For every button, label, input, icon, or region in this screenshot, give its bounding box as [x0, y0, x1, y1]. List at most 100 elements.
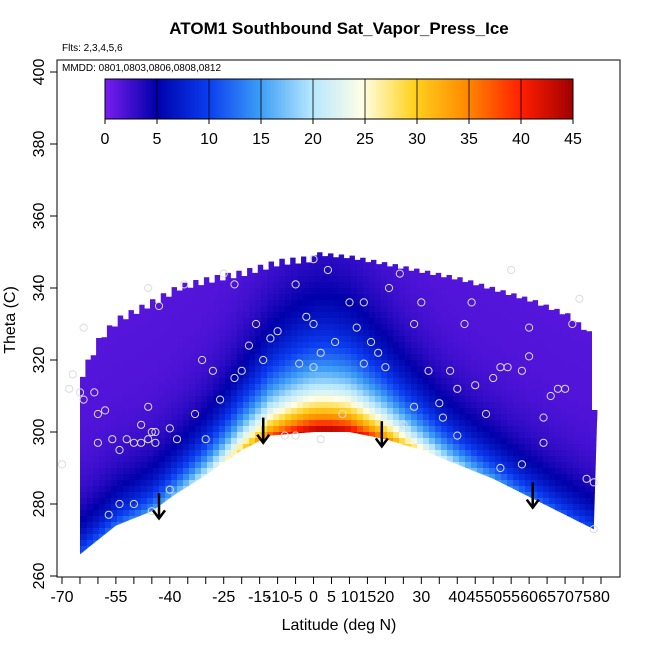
heatmap-cell [369, 426, 376, 433]
heatmap-cell [171, 516, 178, 523]
heatmap-cell [243, 396, 250, 403]
heatmap-cell [147, 150, 154, 157]
heatmap-cell [309, 498, 316, 505]
heatmap-cell [237, 216, 244, 223]
heatmap-cell [105, 264, 112, 271]
heatmap-cell [267, 270, 274, 277]
heatmap-cell [249, 180, 256, 187]
heatmap-cell [213, 420, 220, 427]
heatmap-cell [249, 546, 256, 553]
heatmap-cell [81, 300, 88, 307]
heatmap-cell [111, 324, 118, 331]
heatmap-cell [333, 156, 340, 163]
heatmap-cell [357, 552, 364, 555]
heatmap-cell [267, 168, 274, 175]
heatmap-cell [81, 162, 88, 169]
heatmap-cell [369, 486, 376, 493]
heatmap-cell [117, 300, 124, 307]
heatmap-cell [369, 180, 376, 187]
heatmap-cell [219, 144, 226, 151]
heatmap-cell [351, 402, 358, 409]
heatmap-cell [267, 516, 274, 523]
heatmap-cell [387, 150, 394, 157]
heatmap-cell [189, 570, 196, 577]
heatmap-cell [249, 420, 256, 427]
heatmap-cell [141, 414, 148, 421]
heatmap-cell [309, 528, 316, 535]
heatmap-cell [333, 408, 340, 415]
heatmap-cell [327, 360, 334, 367]
heatmap-cell [327, 252, 334, 253]
heatmap-cell [291, 150, 298, 157]
heatmap-cell [177, 504, 184, 511]
heatmap-cell [69, 522, 76, 529]
heatmap-cell [207, 420, 214, 427]
heatmap-cell [99, 534, 106, 541]
heatmap-cell [357, 558, 364, 565]
heatmap-cell [129, 132, 136, 139]
heatmap-cell [99, 432, 106, 439]
heatmap-cell [363, 360, 370, 367]
heatmap-cell [105, 366, 112, 373]
heatmap-cell [369, 516, 376, 523]
heatmap-cell [231, 384, 238, 391]
heatmap-cell [147, 216, 154, 223]
heatmap-cell [387, 198, 394, 205]
heatmap-cell [393, 360, 400, 367]
heatmap-cell [255, 366, 262, 373]
heatmap-cell [213, 474, 220, 481]
heatmap-cell [63, 492, 70, 499]
heatmap-cell [357, 174, 364, 181]
heatmap-cell [303, 240, 310, 247]
heatmap-cell [393, 126, 400, 133]
heatmap-cell [387, 312, 394, 319]
heatmap-cell [207, 276, 214, 283]
heatmap-cell [57, 258, 64, 265]
heatmap-cell [63, 186, 70, 193]
heatmap-cell [225, 504, 232, 511]
heatmap-cell [231, 468, 238, 475]
heatmap-cell [339, 204, 346, 211]
heatmap-cell [363, 282, 370, 289]
heatmap-cell [255, 516, 262, 523]
heatmap-cell [93, 198, 100, 205]
heatmap-cell [81, 570, 88, 577]
heatmap-cell [81, 480, 88, 487]
heatmap-cell [213, 408, 220, 415]
heatmap-cell [195, 558, 202, 565]
heatmap-cell [345, 252, 352, 253]
heatmap-cell [345, 462, 352, 469]
heatmap-cell [99, 270, 106, 277]
heatmap-cell [81, 210, 88, 217]
heatmap-cell [339, 192, 346, 199]
heatmap-cell [177, 312, 184, 319]
heatmap-cell [135, 450, 142, 457]
heatmap-cell [351, 318, 358, 325]
heatmap-cell [363, 492, 370, 499]
heatmap-cell [387, 132, 394, 139]
heatmap-cell [63, 486, 70, 493]
heatmap-cell [261, 216, 268, 223]
heatmap-cell [321, 156, 328, 163]
heatmap-cell [387, 234, 394, 241]
heatmap-cell [363, 252, 370, 259]
heatmap-cell [135, 378, 142, 385]
heatmap-cell [159, 384, 166, 391]
heatmap-cell [375, 408, 382, 415]
heatmap-cell [183, 456, 190, 463]
heatmap-cell [207, 432, 214, 439]
heatmap-cell [321, 306, 328, 313]
heatmap-cell [285, 240, 292, 247]
heatmap-cell [237, 390, 244, 397]
heatmap-cell [297, 552, 304, 555]
heatmap-cell [219, 216, 226, 223]
heatmap-cell [183, 288, 190, 295]
heatmap-cell [285, 120, 292, 127]
heatmap-cell [339, 444, 346, 451]
heatmap-cell [387, 144, 394, 151]
heatmap-cell [63, 138, 70, 145]
heatmap-cell [177, 354, 184, 361]
heatmap-cell [159, 168, 166, 175]
heatmap-cell [363, 324, 370, 331]
heatmap-cell [213, 510, 220, 517]
